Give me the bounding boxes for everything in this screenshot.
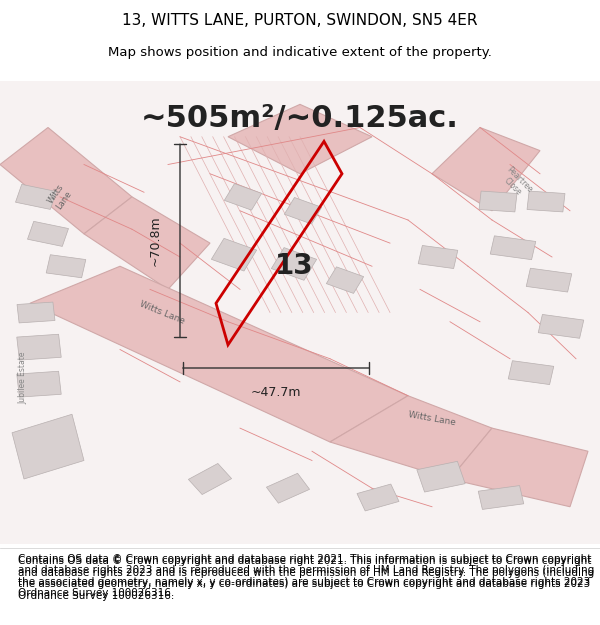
Bar — [490, 236, 536, 259]
Bar — [266, 473, 310, 503]
Bar — [211, 238, 257, 271]
Text: Map shows position and indicative extent of the property.: Map shows position and indicative extent… — [108, 46, 492, 59]
Polygon shape — [330, 396, 492, 479]
Bar — [357, 484, 399, 511]
Polygon shape — [30, 266, 408, 442]
Text: Contains OS data © Crown copyright and database right 2021. This information is : Contains OS data © Crown copyright and d… — [18, 556, 594, 601]
Bar — [17, 302, 55, 323]
Bar — [526, 268, 572, 292]
Polygon shape — [12, 414, 84, 479]
Bar — [17, 334, 61, 360]
Polygon shape — [0, 127, 132, 234]
Text: Contains OS data © Crown copyright and database right 2021. This information is : Contains OS data © Crown copyright and d… — [18, 554, 594, 598]
Bar — [224, 184, 262, 210]
Text: ~70.8m: ~70.8m — [149, 216, 162, 266]
Bar — [271, 248, 317, 280]
Polygon shape — [84, 197, 210, 289]
Text: Witts Lane: Witts Lane — [138, 299, 186, 326]
Bar — [17, 371, 61, 397]
Bar — [478, 486, 524, 509]
Polygon shape — [450, 428, 588, 507]
Bar — [538, 314, 584, 338]
Bar — [188, 464, 232, 494]
Bar — [479, 191, 517, 212]
Text: 13, WITTS LANE, PURTON, SWINDON, SN5 4ER: 13, WITTS LANE, PURTON, SWINDON, SN5 4ER — [122, 12, 478, 28]
Bar — [16, 184, 56, 209]
Text: 13: 13 — [275, 253, 313, 280]
Bar — [46, 255, 86, 278]
Bar — [417, 461, 465, 492]
Text: ~505m²/~0.125ac.: ~505m²/~0.125ac. — [141, 104, 459, 132]
Bar — [326, 267, 364, 293]
Bar — [418, 246, 458, 269]
Polygon shape — [432, 127, 540, 211]
Bar — [527, 191, 565, 212]
Polygon shape — [228, 104, 372, 174]
Bar — [284, 198, 322, 224]
Text: Peartree
Close: Peartree Close — [497, 164, 535, 201]
Text: Witts
Lane: Witts Lane — [46, 182, 74, 211]
Text: Jubilee Estate: Jubilee Estate — [18, 351, 27, 404]
Text: Witts Lane: Witts Lane — [407, 410, 457, 428]
Text: ~47.7m: ~47.7m — [251, 386, 301, 399]
Bar — [508, 361, 554, 384]
Bar — [28, 221, 68, 246]
Polygon shape — [0, 81, 600, 544]
